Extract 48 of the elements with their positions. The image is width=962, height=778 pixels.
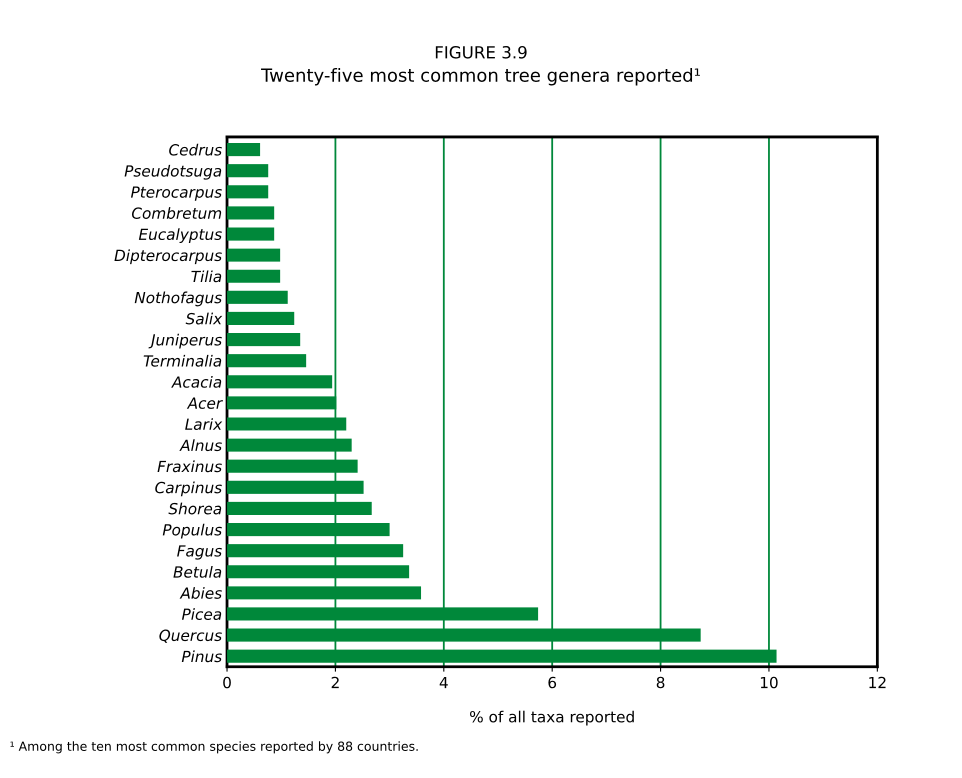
bar [227,248,280,262]
y-tick-label: Picea [182,608,222,620]
y-tick-label: Salix [186,312,222,324]
x-axis-title: % of all taxa reported [470,710,634,726]
y-tick-label: Acer [186,398,223,409]
bar [227,290,288,304]
chart-subtitle: Twenty-five most common tree genera reported¹ [261,68,700,86]
chart-title: FIGURE 3.9 [436,46,527,59]
bar [227,375,332,388]
y-tick-label: Acacia [171,376,222,388]
y-tick-label: Shorea [168,502,222,514]
bar [227,333,300,346]
y-tick-label: Combretum [132,207,222,219]
y-tick-label: Nothofagus [134,292,222,306]
y-tick-label: Alnus [179,439,222,452]
text: ¹ Among the ten most common species reported by 88 countries. [10,741,418,754]
bar [227,227,274,241]
y-tick-label: Fagus [177,545,222,560]
y-tick-label: Terminalia [144,354,222,367]
y-tick-label: Dipterocarpus [114,249,222,264]
bar [227,185,268,198]
y-tick-label: Tilia [191,270,222,282]
y-tick-label: Juniperus [148,334,222,349]
y-tick-label: Pterocarpus [130,186,222,201]
y-tick-label: Fraxinus [158,460,222,472]
y-tick-label: Pseudotsuga [124,164,222,180]
bar [227,312,294,326]
x-tick-label: 12 [869,676,886,688]
y-tick-label: Quercus [159,630,222,643]
x-tick-label: 8 [656,676,664,688]
x-tick-label: 4 [440,676,448,688]
y-tick-label: Carpinus [155,482,222,496]
x-tick-label: 0 [223,676,231,688]
y-tick-label: Pinus [182,650,222,662]
bar [227,206,274,220]
x-tick-label: 6 [548,676,556,688]
y-tick-label: Abies [180,587,222,599]
bar [227,143,260,156]
y-tick-label: Eucalyptus [138,228,222,244]
bar [227,164,268,178]
y-tick-label: Betula [173,566,222,578]
y-tick-label: Larix [185,418,222,430]
y-tick-label: Populus [162,524,222,539]
bar [227,354,306,368]
bar [227,270,280,283]
x-tick-label: 2 [332,676,339,688]
y-tick-label: Cedrus [169,144,222,156]
x-tick-label: 10 [760,676,778,688]
